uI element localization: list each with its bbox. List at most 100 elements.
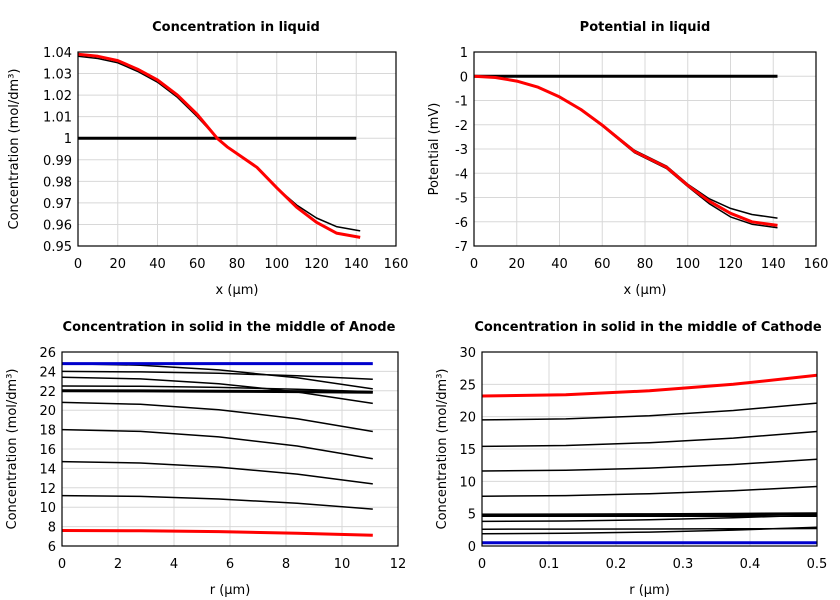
series-line-2 (482, 402, 817, 421)
x-tick-label: 140 (344, 257, 369, 272)
series-line-1 (62, 362, 373, 390)
x-tick-label: 80 (637, 257, 654, 272)
x-tick-label: 0 (470, 257, 478, 272)
x-tick-label: 0 (478, 557, 486, 572)
subplot-3: 0 2 4 6 8 10 1268101214161820222426Concentrati… (5, 320, 406, 598)
series-line-3 (482, 430, 817, 448)
x-tick-label: 0 (58, 557, 66, 572)
y-tick-label: -6 (455, 216, 468, 231)
y-tick-label: 0.95 (43, 240, 72, 255)
y-tick-label: 0 (468, 540, 476, 555)
x-tick-label: 120 (718, 257, 743, 272)
x-tick-label: 12 (390, 557, 407, 572)
series-line-6 (62, 401, 373, 433)
y-tick-label: 1.02 (43, 89, 72, 104)
subplot-4: 0 0.1 0.2 0.3 0.4 0.5 0 5 10 15 20 25 30 Concentratio… (435, 320, 827, 598)
series-line-10 (482, 526, 817, 535)
plot-frame (473, 51, 817, 247)
x-tick-label: 60 (594, 257, 611, 272)
chart-title: Concentration in solid in the middle of … (63, 320, 396, 335)
y-tick-label: 12 (39, 482, 56, 497)
series-line-8 (62, 460, 373, 485)
series-line-7 (62, 428, 373, 460)
series-line-8 (482, 514, 817, 523)
y-tick-label: -5 (455, 192, 468, 207)
series-line-2 (474, 75, 778, 219)
x-tick-label: 40 (149, 257, 166, 272)
series-line-1 (482, 373, 817, 398)
series-line-10 (62, 529, 373, 537)
y-tick-label: 5 (468, 508, 476, 523)
x-tick-label: 0.4 (740, 557, 761, 572)
y-tick-label: 30 (459, 346, 476, 361)
series-line-5 (62, 389, 373, 394)
x-tick-label: 100 (264, 257, 289, 272)
y-tick-label: -4 (455, 167, 468, 182)
subplot-1: 0 20 40 60 80 100 120 140 160 0.95 0.96 0.97 0.98 0.9… (7, 20, 408, 298)
y-tick-label: -3 (455, 143, 468, 158)
y-tick-label: 0.98 (43, 175, 72, 190)
y-tick-label: 18 (39, 424, 56, 439)
x-tick-label: 160 (384, 257, 409, 272)
series-line-9 (62, 494, 373, 510)
chart-title: Potential in liquid (580, 20, 711, 35)
x-axis-label: x (µm) (624, 283, 667, 298)
x-tick-label: 60 (189, 257, 206, 272)
chart-title: Concentration in solid in the middle of … (474, 320, 822, 335)
x-tick-label: 140 (761, 257, 786, 272)
plot-frame (61, 351, 399, 547)
x-tick-label: 0.2 (606, 557, 627, 572)
y-axis-label: Concentration (mol/dm³) (5, 369, 20, 530)
y-tick-label: 25 (459, 378, 476, 393)
series-line-2 (78, 55, 361, 232)
x-axis-label: x (µm) (216, 283, 259, 298)
y-tick-label: 20 (459, 411, 476, 426)
y-tick-label: -2 (455, 119, 468, 134)
x-tick-label: 0 (74, 257, 82, 272)
x-tick-label: 2 (114, 557, 122, 572)
x-tick-label: 6 (226, 557, 234, 572)
y-tick-label: 6 (48, 540, 56, 555)
x-tick-label: 20 (508, 257, 525, 272)
y-tick-label: 26 (39, 346, 56, 361)
y-tick-label: 0 (460, 70, 468, 85)
x-tick-label: 40 (551, 257, 568, 272)
plot-frame (481, 351, 818, 547)
series-line-4 (482, 458, 817, 472)
chart-title: Concentration in liquid (152, 20, 320, 35)
x-tick-label: 0.1 (539, 557, 560, 572)
y-tick-label: 10 (39, 501, 56, 516)
y-tick-label: 1.04 (43, 46, 72, 61)
y-tick-label: -7 (455, 240, 468, 255)
x-tick-label: 120 (304, 257, 329, 272)
x-tick-label: 10 (334, 557, 351, 572)
y-tick-label: 0.96 (43, 218, 72, 233)
y-tick-label: 1.01 (43, 111, 72, 126)
x-tick-label: 0.3 (673, 557, 694, 572)
y-tick-label: 1 (460, 46, 468, 61)
x-axis-label: r (µm) (210, 583, 251, 598)
series-line-3 (474, 75, 778, 229)
y-tick-label: 14 (39, 462, 56, 477)
y-tick-label: 15 (459, 443, 476, 458)
series-line-3 (62, 376, 373, 405)
subplot-2: 0 20 40 60 80 100 120 140 160 -7 -6 -5 -4 -3 -2 -1 0 1 Pot… (427, 20, 828, 298)
series-line-4 (62, 385, 373, 393)
series-line-3 (78, 52, 361, 239)
series-line-5 (482, 485, 817, 497)
x-tick-label: 8 (282, 557, 290, 572)
y-tick-label: 1 (64, 132, 72, 147)
y-axis-label: Potential (mV) (427, 103, 442, 196)
y-tick-label: 1.03 (43, 68, 72, 83)
series-line-4 (474, 74, 778, 227)
y-tick-label: 22 (39, 385, 56, 400)
y-tick-label: 0.97 (43, 197, 72, 212)
y-axis-label: Concentration (mol/dm³) (435, 369, 450, 530)
x-tick-label: 4 (170, 557, 178, 572)
plot-frame (77, 51, 397, 247)
y-tick-label: 0.99 (43, 154, 72, 169)
x-tick-label: 0.5 (807, 557, 828, 572)
x-tick-label: 160 (804, 257, 829, 272)
y-tick-label: 8 (48, 521, 56, 536)
